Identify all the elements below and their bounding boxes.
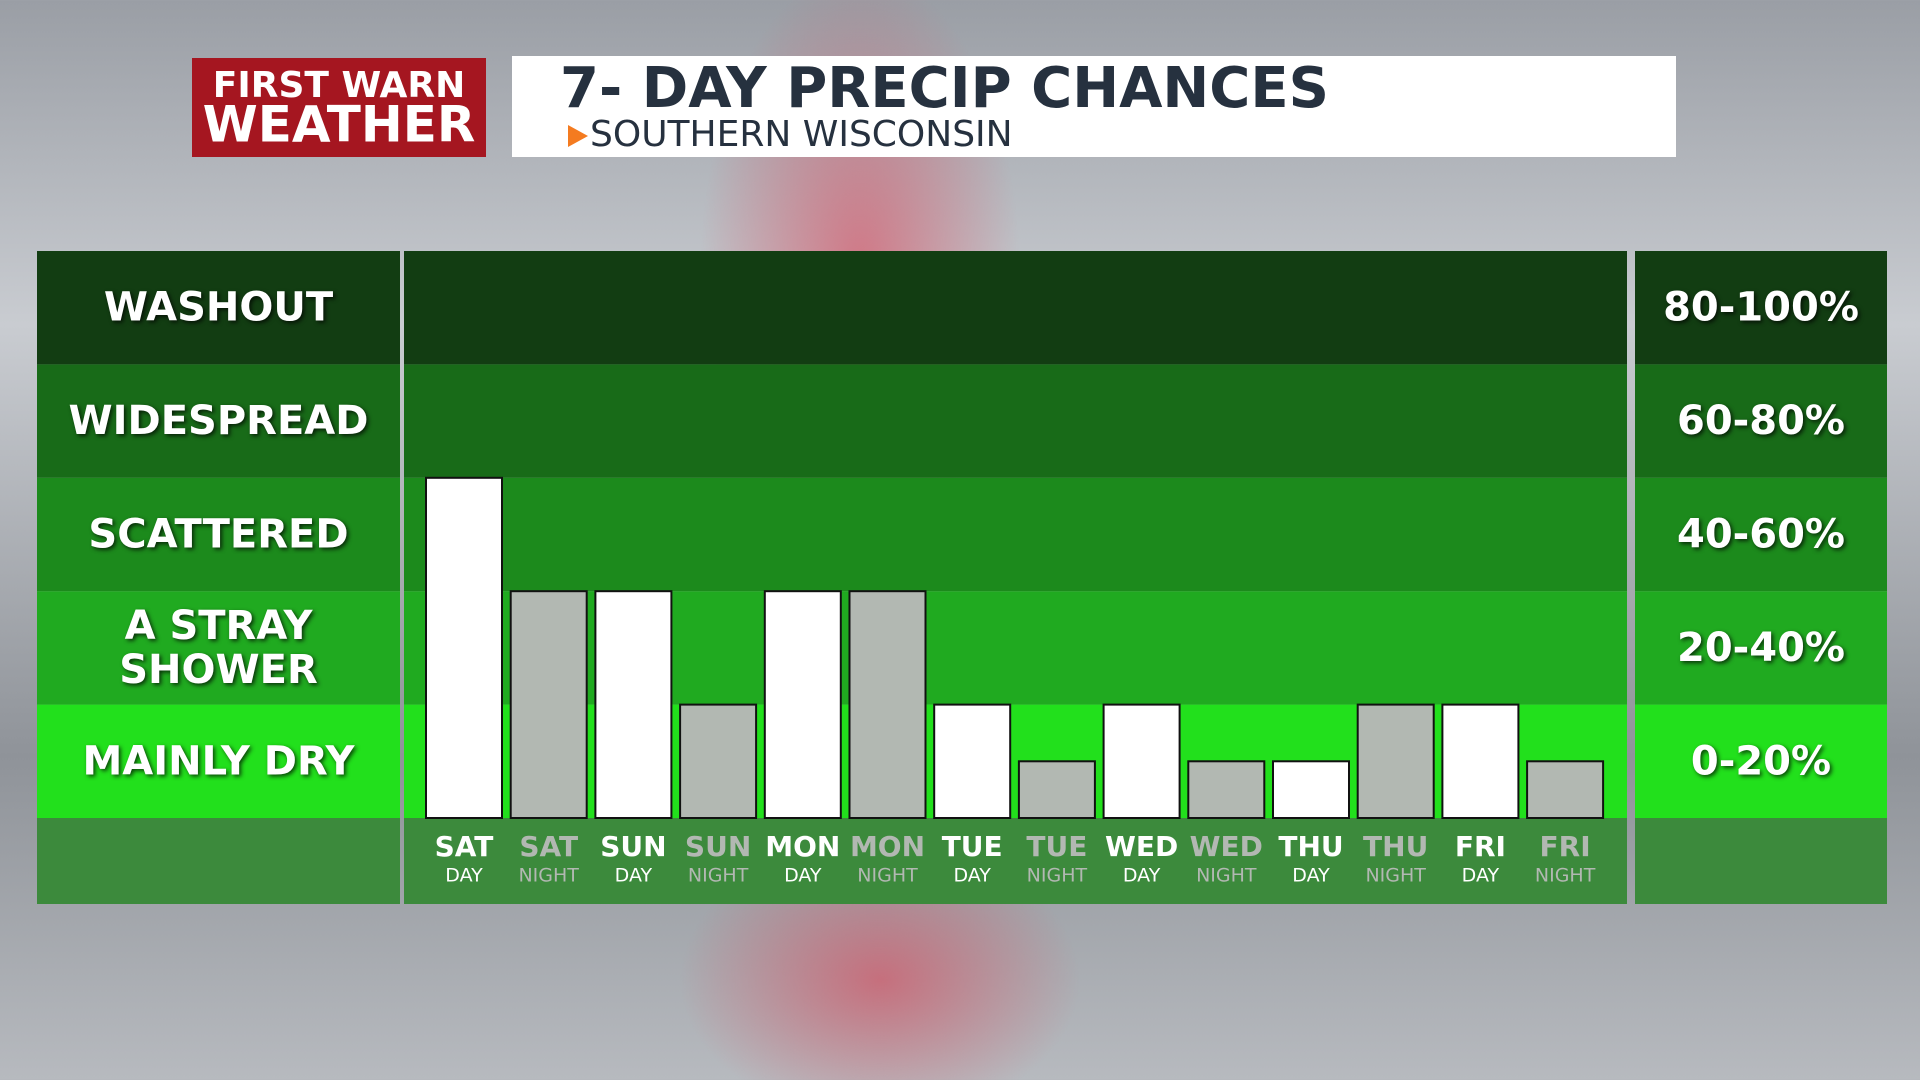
x-tick-label: TUE	[942, 830, 1003, 863]
bar	[763, 590, 842, 820]
x-tick-sublabel: NIGHT	[1027, 865, 1088, 887]
x-tick-label: SUN	[600, 830, 666, 863]
band-range-bg	[1635, 591, 1887, 705]
x-tick-sublabel: DAY	[1462, 865, 1500, 887]
bar	[1356, 703, 1435, 819]
band-label: SCATTERED	[88, 512, 348, 558]
x-tick-label: SAT	[435, 830, 494, 863]
x-tick-label: MON	[850, 830, 925, 863]
bar	[679, 703, 758, 819]
x-tick-label: THU	[1363, 830, 1428, 863]
band-label-bg	[37, 364, 400, 478]
x-tick-sublabel: NIGHT	[688, 865, 749, 887]
x-tick-label: WED	[1105, 830, 1178, 863]
brand-line2: WEATHER	[203, 96, 476, 154]
x-tick-sublabel: NIGHT	[518, 865, 579, 887]
title-box	[512, 56, 1676, 157]
chart-subtitle: SOUTHERN WISCONSIN	[590, 114, 1013, 155]
bar	[594, 590, 673, 820]
x-tick-label: SUN	[685, 830, 751, 863]
band-range-bg	[1635, 251, 1887, 365]
x-tick-sublabel: DAY	[1292, 865, 1330, 887]
band	[404, 364, 1627, 478]
x-tick-sublabel: NIGHT	[1365, 865, 1426, 887]
band-label-bg	[37, 477, 400, 592]
bar	[425, 476, 503, 819]
x-tick-sublabel: NIGHT	[1196, 865, 1257, 887]
x-tick-sublabel: NIGHT	[1535, 865, 1596, 887]
band-label: WIDESPREAD	[69, 398, 369, 444]
bar	[509, 590, 588, 820]
band-label-bg	[37, 704, 400, 818]
band-label: A STRAY	[125, 603, 314, 649]
band	[404, 251, 1627, 365]
subtitle-arrow	[568, 125, 588, 147]
band	[404, 477, 1627, 592]
bar	[1526, 760, 1605, 819]
x-tick-sublabel: DAY	[1123, 865, 1161, 887]
band-label: SHOWER	[119, 647, 318, 693]
band-label-bg	[37, 591, 400, 705]
x-tick-sublabel: DAY	[784, 865, 822, 887]
label-strip	[404, 818, 1627, 904]
x-tick-label: SAT	[519, 830, 578, 863]
label-strip-left	[37, 818, 400, 904]
brand-box	[192, 58, 486, 157]
x-tick-label: MON	[765, 830, 840, 863]
bar	[1017, 760, 1096, 819]
band-range: 0-20%	[1691, 738, 1831, 784]
band-range: 80-100%	[1663, 285, 1859, 331]
x-tick-label: WED	[1190, 830, 1263, 863]
band-range: 20-40%	[1677, 625, 1845, 671]
label-strip-right	[1635, 818, 1887, 904]
band-range: 40-60%	[1677, 512, 1845, 558]
x-tick-label: FRI	[1455, 830, 1506, 863]
x-tick-label: THU	[1278, 830, 1343, 863]
band-label: WASHOUT	[104, 285, 334, 331]
x-tick-label: FRI	[1540, 830, 1591, 863]
band-label: MAINLY DRY	[82, 738, 355, 784]
band-range-bg	[1635, 704, 1887, 818]
band-range: 60-80%	[1677, 398, 1845, 444]
bar	[933, 703, 1012, 819]
x-tick-sublabel: DAY	[953, 865, 991, 887]
band-label-bg	[37, 251, 400, 365]
x-tick-sublabel: DAY	[615, 865, 653, 887]
band-range-bg	[1635, 364, 1887, 478]
x-tick-sublabel: DAY	[445, 865, 483, 887]
bar	[1102, 703, 1181, 819]
chart-title: 7- DAY PRECIP CHANCES	[560, 56, 1329, 121]
x-tick-label: TUE	[1026, 830, 1087, 863]
chart: WASHOUT 80-100% WIDESPREAD 60-80% SCATTERED 4…	[37, 251, 1887, 904]
x-tick-sublabel: NIGHT	[857, 865, 918, 887]
bar	[1272, 760, 1350, 819]
bar	[848, 590, 927, 820]
bar	[1187, 760, 1266, 819]
bar	[1441, 703, 1520, 819]
brand-line1: FIRST WARN	[213, 65, 466, 106]
band-range-bg	[1635, 477, 1887, 592]
